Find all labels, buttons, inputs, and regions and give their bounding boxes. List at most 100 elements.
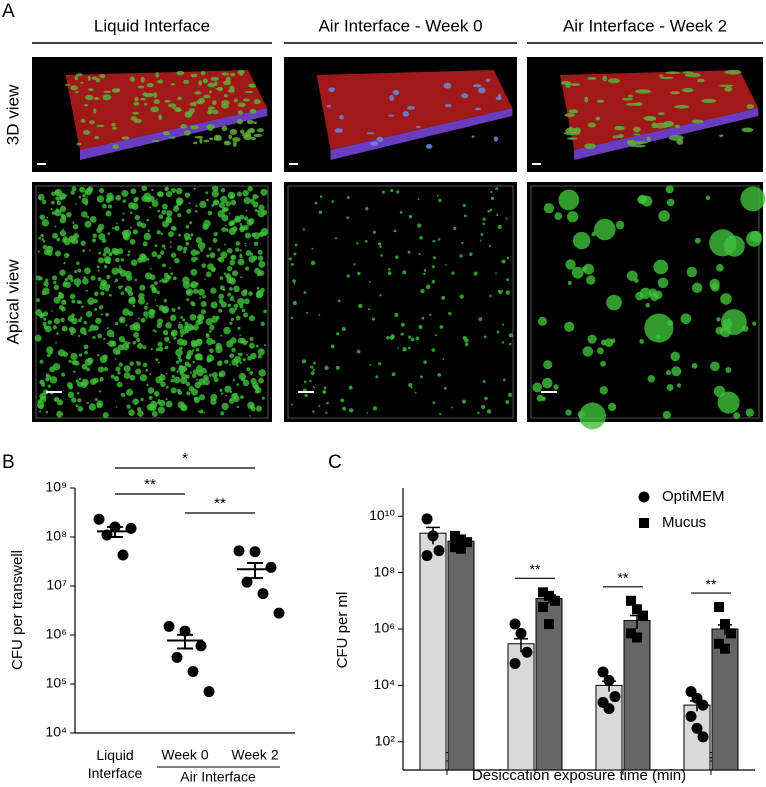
data-point [603, 674, 615, 686]
texture [165, 190, 173, 198]
texture [142, 241, 148, 247]
texture [170, 272, 174, 276]
texture [389, 94, 395, 101]
texture [63, 299, 66, 302]
texture [107, 204, 113, 209]
texture [55, 341, 58, 344]
texture [215, 345, 223, 354]
texture [146, 83, 154, 88]
texture [170, 387, 177, 394]
texture [246, 367, 251, 372]
texture [123, 233, 130, 241]
texture [481, 405, 486, 410]
texture [126, 404, 131, 409]
texture [393, 229, 397, 233]
texture [249, 371, 254, 375]
texture [162, 131, 171, 136]
texture [82, 249, 85, 253]
texture [224, 224, 227, 227]
texture [155, 72, 159, 78]
texture [115, 194, 122, 201]
texture [635, 102, 643, 106]
texture [51, 309, 54, 312]
texture [241, 308, 246, 313]
texture [410, 386, 413, 389]
texture [175, 348, 183, 357]
texture [122, 212, 125, 215]
texture [158, 114, 163, 121]
texture [206, 354, 215, 362]
texture [103, 264, 108, 269]
texture [229, 398, 233, 401]
texture [47, 384, 51, 388]
texture [45, 278, 49, 282]
texture [43, 317, 47, 321]
texture [451, 271, 455, 275]
texture [211, 189, 219, 198]
texture [200, 309, 206, 315]
texture [243, 298, 250, 305]
texture [653, 290, 663, 300]
texture [249, 108, 257, 114]
texture [258, 377, 264, 384]
texture [147, 229, 150, 233]
data-point [456, 534, 466, 545]
texture [60, 306, 66, 312]
texture [177, 96, 183, 101]
texture [203, 139, 210, 143]
texture [98, 305, 104, 310]
texture [58, 293, 65, 300]
texture [239, 223, 243, 226]
texture [437, 373, 442, 377]
texture [567, 280, 572, 285]
texture [83, 103, 88, 107]
texture [507, 392, 513, 397]
texture [101, 238, 107, 243]
texture [433, 256, 436, 260]
texture [182, 281, 191, 289]
texture [205, 191, 209, 195]
texture [257, 348, 265, 356]
texture [250, 377, 257, 385]
texture [183, 79, 190, 85]
texture [156, 290, 160, 295]
texture [239, 253, 242, 256]
texture [193, 187, 196, 191]
texture [497, 224, 502, 229]
texture [639, 339, 644, 344]
texture [77, 268, 82, 273]
texture [257, 255, 264, 261]
texture [554, 212, 563, 221]
texture [248, 218, 255, 225]
texture [228, 221, 234, 227]
x-tick-label: Week 0 [161, 747, 208, 763]
texture [129, 374, 136, 381]
texture [243, 312, 249, 318]
texture [128, 409, 135, 416]
texture [211, 315, 219, 323]
texture [290, 316, 294, 320]
texture [180, 377, 188, 385]
texture [586, 275, 596, 285]
texture [749, 230, 762, 243]
texture [423, 360, 427, 364]
texture [243, 216, 249, 221]
texture [37, 399, 42, 404]
texture [501, 289, 504, 292]
y-tick-label: 10² [375, 733, 396, 749]
texture [397, 346, 399, 349]
texture [137, 85, 145, 89]
texture [245, 266, 250, 271]
texture [121, 136, 130, 140]
texture [459, 294, 464, 299]
texture [253, 241, 259, 247]
texture [201, 367, 207, 374]
texture [432, 239, 436, 243]
image-apical [284, 182, 517, 422]
texture [717, 391, 740, 414]
data-point [509, 657, 521, 669]
texture [91, 76, 98, 80]
texture [420, 288, 425, 294]
texture [237, 69, 245, 75]
texture [61, 325, 68, 332]
